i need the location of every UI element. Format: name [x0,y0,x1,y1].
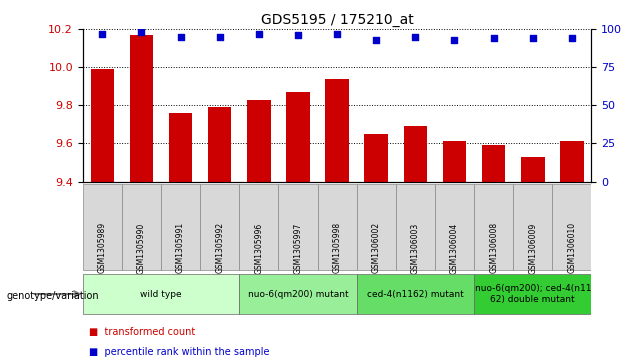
Bar [326,79,349,182]
Text: GSM1305992: GSM1305992 [215,222,224,273]
Bar [474,274,591,314]
Point [567,35,577,41]
Text: ■  percentile rank within the sample: ■ percentile rank within the sample [89,347,270,357]
Bar [239,274,357,314]
Point [450,37,460,42]
Text: GSM1306002: GSM1306002 [371,222,381,273]
Bar [169,113,192,182]
Text: GSM1306004: GSM1306004 [450,222,459,274]
Bar [474,184,513,270]
Bar [482,145,506,182]
Bar [286,92,310,182]
Text: GSM1305990: GSM1305990 [137,222,146,274]
Bar [364,134,388,182]
Bar [317,184,357,270]
Text: GSM1305997: GSM1305997 [293,222,303,274]
Text: GSM1306008: GSM1306008 [489,222,498,273]
Bar [239,184,279,270]
Text: GSM1305996: GSM1305996 [254,222,263,274]
Bar [279,184,317,270]
Text: GSM1305989: GSM1305989 [98,222,107,273]
Bar [552,184,591,270]
Point [410,34,420,40]
Bar [404,126,427,182]
Point [371,37,382,42]
Bar [122,184,161,270]
Text: ced-4(n1162) mutant: ced-4(n1162) mutant [367,290,464,298]
Bar [130,35,153,182]
Bar [247,99,270,182]
Text: GSM1306009: GSM1306009 [529,222,537,274]
Bar [161,184,200,270]
Bar [200,184,239,270]
Bar [443,142,466,182]
Bar [513,184,552,270]
Text: GSM1305998: GSM1305998 [333,222,342,273]
Bar [560,142,584,182]
Point [97,31,107,37]
Text: GSM1305991: GSM1305991 [176,222,185,273]
Point [136,29,146,35]
Bar [521,157,544,182]
Text: GSM1306010: GSM1306010 [567,222,576,273]
Text: GSM1306003: GSM1306003 [411,222,420,274]
Bar [435,184,474,270]
Bar [83,274,239,314]
Text: nuo-6(qm200); ced-4(n11
62) double mutant: nuo-6(qm200); ced-4(n11 62) double mutan… [474,284,591,304]
Bar [90,69,114,182]
Title: GDS5195 / 175210_at: GDS5195 / 175210_at [261,13,413,26]
Point [254,31,264,37]
Bar [208,107,232,182]
Point [332,31,342,37]
Text: ■  transformed count: ■ transformed count [89,327,195,337]
Point [176,34,186,40]
Text: nuo-6(qm200) mutant: nuo-6(qm200) mutant [247,290,349,298]
Text: genotype/variation: genotype/variation [6,291,99,301]
Point [528,35,538,41]
Text: wild type: wild type [140,290,182,298]
Bar [357,274,474,314]
Point [488,35,499,41]
Bar [357,184,396,270]
Point [214,34,225,40]
Bar [396,184,435,270]
Bar [83,184,122,270]
Point [293,32,303,38]
